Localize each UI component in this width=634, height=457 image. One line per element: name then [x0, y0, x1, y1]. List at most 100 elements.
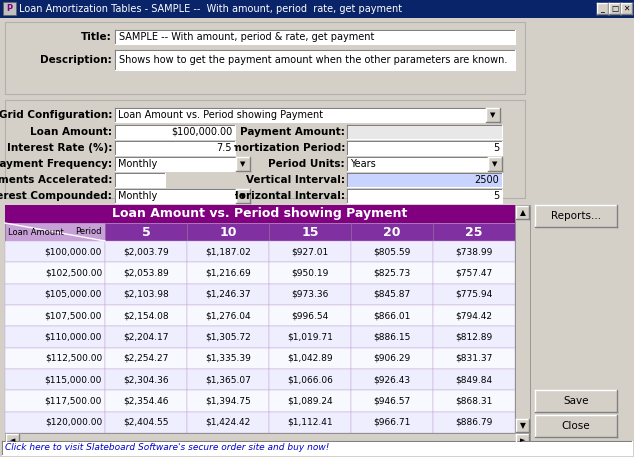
- Bar: [433, 369, 515, 390]
- Bar: [269, 412, 351, 433]
- Text: $1,335.39: $1,335.39: [205, 354, 251, 363]
- Bar: [535, 415, 617, 437]
- Bar: [351, 390, 433, 412]
- Text: $831.37: $831.37: [455, 354, 493, 363]
- Text: $950.19: $950.19: [291, 269, 328, 277]
- Bar: [269, 390, 351, 412]
- Text: $1,365.07: $1,365.07: [205, 375, 251, 384]
- Bar: [269, 284, 351, 305]
- Text: $102,500.00: $102,500.00: [45, 269, 102, 277]
- Bar: [348, 126, 501, 138]
- Text: $946.57: $946.57: [373, 397, 411, 405]
- Text: 15: 15: [301, 225, 319, 239]
- Text: SAMPLE -- With amount, period & rate, get payment: SAMPLE -- With amount, period & rate, ge…: [119, 32, 374, 42]
- Bar: [433, 241, 515, 262]
- Bar: [116, 158, 235, 170]
- Bar: [269, 241, 351, 262]
- Text: Close: Close: [562, 421, 590, 431]
- Text: ▼: ▼: [490, 112, 496, 118]
- Text: $107,500.00: $107,500.00: [44, 311, 102, 320]
- Text: Loan Amount: Loan Amount: [8, 228, 64, 237]
- Bar: [5, 326, 105, 348]
- Text: 5: 5: [493, 191, 499, 201]
- Text: $112,500.00: $112,500.00: [45, 354, 102, 363]
- Bar: [105, 284, 187, 305]
- Bar: [351, 348, 433, 369]
- Bar: [351, 326, 433, 348]
- Bar: [105, 305, 187, 326]
- Text: $927.01: $927.01: [292, 247, 328, 256]
- Bar: [269, 348, 351, 369]
- Bar: [433, 223, 515, 241]
- Text: $775.94: $775.94: [455, 290, 493, 299]
- Bar: [347, 157, 488, 171]
- Bar: [105, 262, 187, 284]
- Bar: [269, 369, 351, 390]
- Text: $825.73: $825.73: [373, 269, 411, 277]
- Text: $2,053.89: $2,053.89: [123, 269, 169, 277]
- Bar: [5, 369, 105, 390]
- Bar: [116, 109, 485, 121]
- Bar: [187, 348, 269, 369]
- Bar: [3, 442, 631, 454]
- Text: $105,000.00: $105,000.00: [44, 290, 102, 299]
- Bar: [187, 390, 269, 412]
- Bar: [351, 369, 433, 390]
- Bar: [348, 190, 501, 202]
- Bar: [115, 157, 236, 171]
- Text: Reports...: Reports...: [551, 211, 601, 221]
- Text: ✕: ✕: [623, 4, 630, 13]
- Text: ▼: ▼: [493, 161, 498, 167]
- Text: $886.15: $886.15: [373, 333, 411, 341]
- Text: $738.99: $738.99: [455, 247, 493, 256]
- Bar: [433, 305, 515, 326]
- Bar: [516, 206, 529, 219]
- Bar: [115, 173, 165, 187]
- Text: Period Units:: Period Units:: [268, 159, 345, 169]
- Text: Loan Amount vs. Period showing Payment: Loan Amount vs. Period showing Payment: [112, 207, 408, 220]
- Bar: [236, 189, 250, 203]
- Bar: [0, 0, 634, 18]
- Text: $926.43: $926.43: [373, 375, 411, 384]
- Text: $1,042.89: $1,042.89: [287, 354, 333, 363]
- Text: $1,187.02: $1,187.02: [205, 247, 251, 256]
- Bar: [351, 305, 433, 326]
- Text: $794.42: $794.42: [455, 311, 493, 320]
- Text: ▲: ▲: [519, 208, 526, 217]
- Text: $120,000.00: $120,000.00: [45, 418, 102, 427]
- Text: 20: 20: [383, 225, 401, 239]
- Text: $117,500.00: $117,500.00: [44, 397, 102, 405]
- Bar: [351, 284, 433, 305]
- Bar: [516, 419, 529, 432]
- Text: ◄: ◄: [10, 437, 15, 443]
- Bar: [433, 348, 515, 369]
- Text: Vertical Interval:: Vertical Interval:: [246, 175, 345, 185]
- Bar: [269, 223, 351, 241]
- Text: $2,404.55: $2,404.55: [123, 418, 169, 427]
- Text: $845.87: $845.87: [373, 290, 411, 299]
- Text: $1,019.71: $1,019.71: [287, 333, 333, 341]
- Text: $757.47: $757.47: [455, 269, 493, 277]
- Bar: [116, 190, 235, 202]
- Text: $100,000.00: $100,000.00: [171, 127, 232, 137]
- Bar: [621, 3, 632, 14]
- Bar: [0, 440, 634, 457]
- Text: $1,424.42: $1,424.42: [205, 418, 250, 427]
- Text: Loan Amount vs. Period showing Payment: Loan Amount vs. Period showing Payment: [118, 110, 323, 120]
- Bar: [187, 262, 269, 284]
- Bar: [347, 141, 502, 155]
- Bar: [5, 205, 515, 223]
- Bar: [105, 223, 187, 241]
- Bar: [348, 158, 487, 170]
- Bar: [2, 441, 632, 455]
- Text: $973.36: $973.36: [291, 290, 328, 299]
- Text: ►: ►: [520, 437, 525, 443]
- Bar: [609, 3, 620, 14]
- Text: $1,216.69: $1,216.69: [205, 269, 251, 277]
- Bar: [535, 390, 617, 412]
- Bar: [105, 412, 187, 433]
- Bar: [5, 223, 105, 241]
- Bar: [515, 205, 530, 433]
- Bar: [116, 31, 514, 43]
- Text: Payment Frequency:: Payment Frequency:: [0, 159, 112, 169]
